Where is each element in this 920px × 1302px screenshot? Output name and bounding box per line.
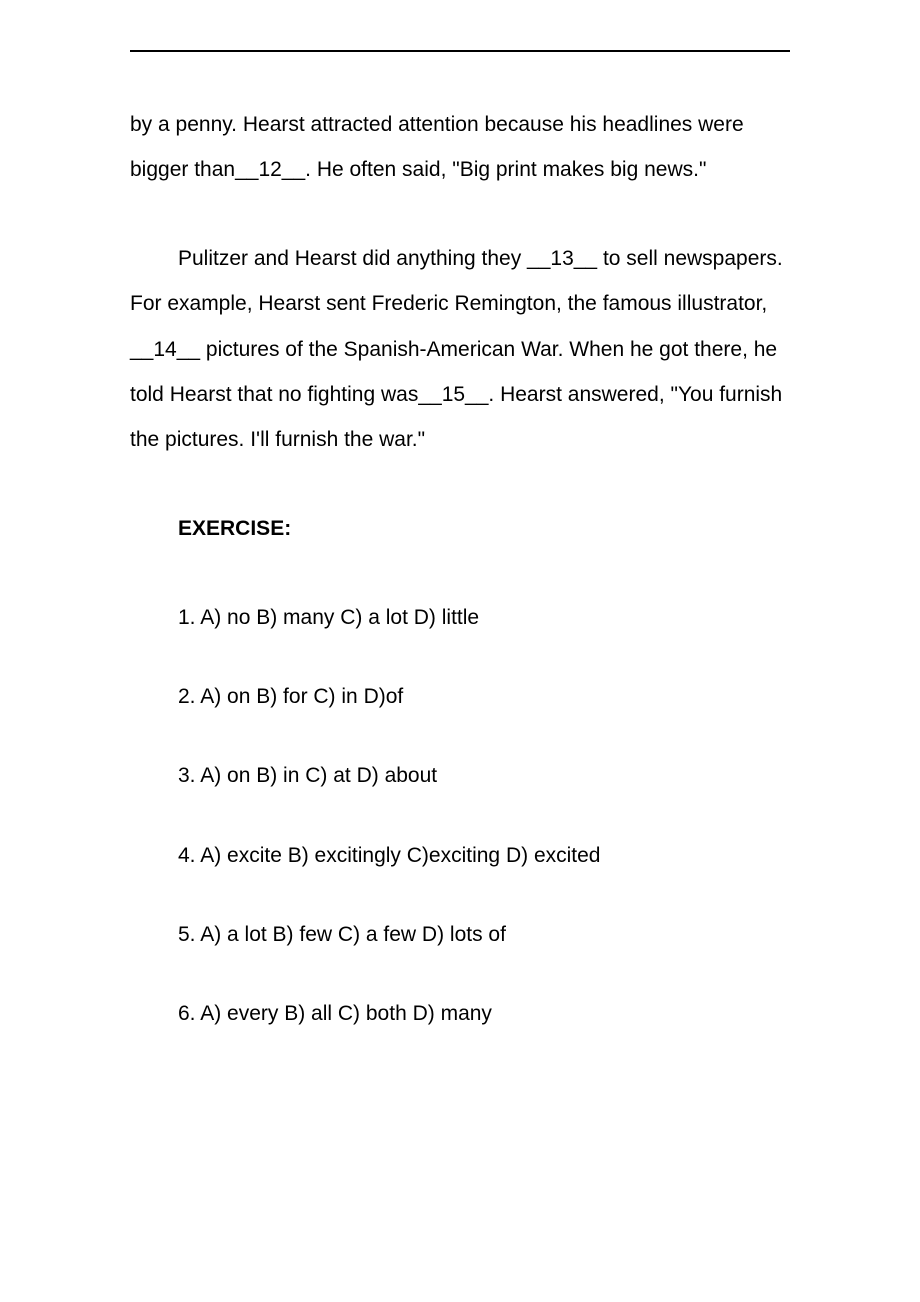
exercise-heading: EXERCISE:: [178, 506, 790, 551]
exercise-item: 1. A) no B) many C) a lot D) little: [178, 595, 790, 640]
exercise-item: 4. A) excite B) excitingly C)exciting D)…: [178, 833, 790, 878]
horizontal-divider: [130, 50, 790, 52]
exercise-item: 3. A) on B) in C) at D) about: [178, 753, 790, 798]
exercise-item: 5. A) a lot B) few C) a few D) lots of: [178, 912, 790, 957]
exercise-item: 6. A) every B) all C) both D) many: [178, 991, 790, 1036]
exercise-item: 2. A) on B) for C) in D)of: [178, 674, 790, 719]
body-paragraph-1: by a penny. Hearst attracted attention b…: [130, 102, 790, 192]
body-paragraph-2: Pulitzer and Hearst did anything they __…: [130, 236, 790, 462]
